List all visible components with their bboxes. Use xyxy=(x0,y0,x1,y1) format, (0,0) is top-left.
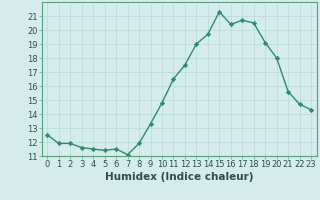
X-axis label: Humidex (Indice chaleur): Humidex (Indice chaleur) xyxy=(105,172,253,182)
